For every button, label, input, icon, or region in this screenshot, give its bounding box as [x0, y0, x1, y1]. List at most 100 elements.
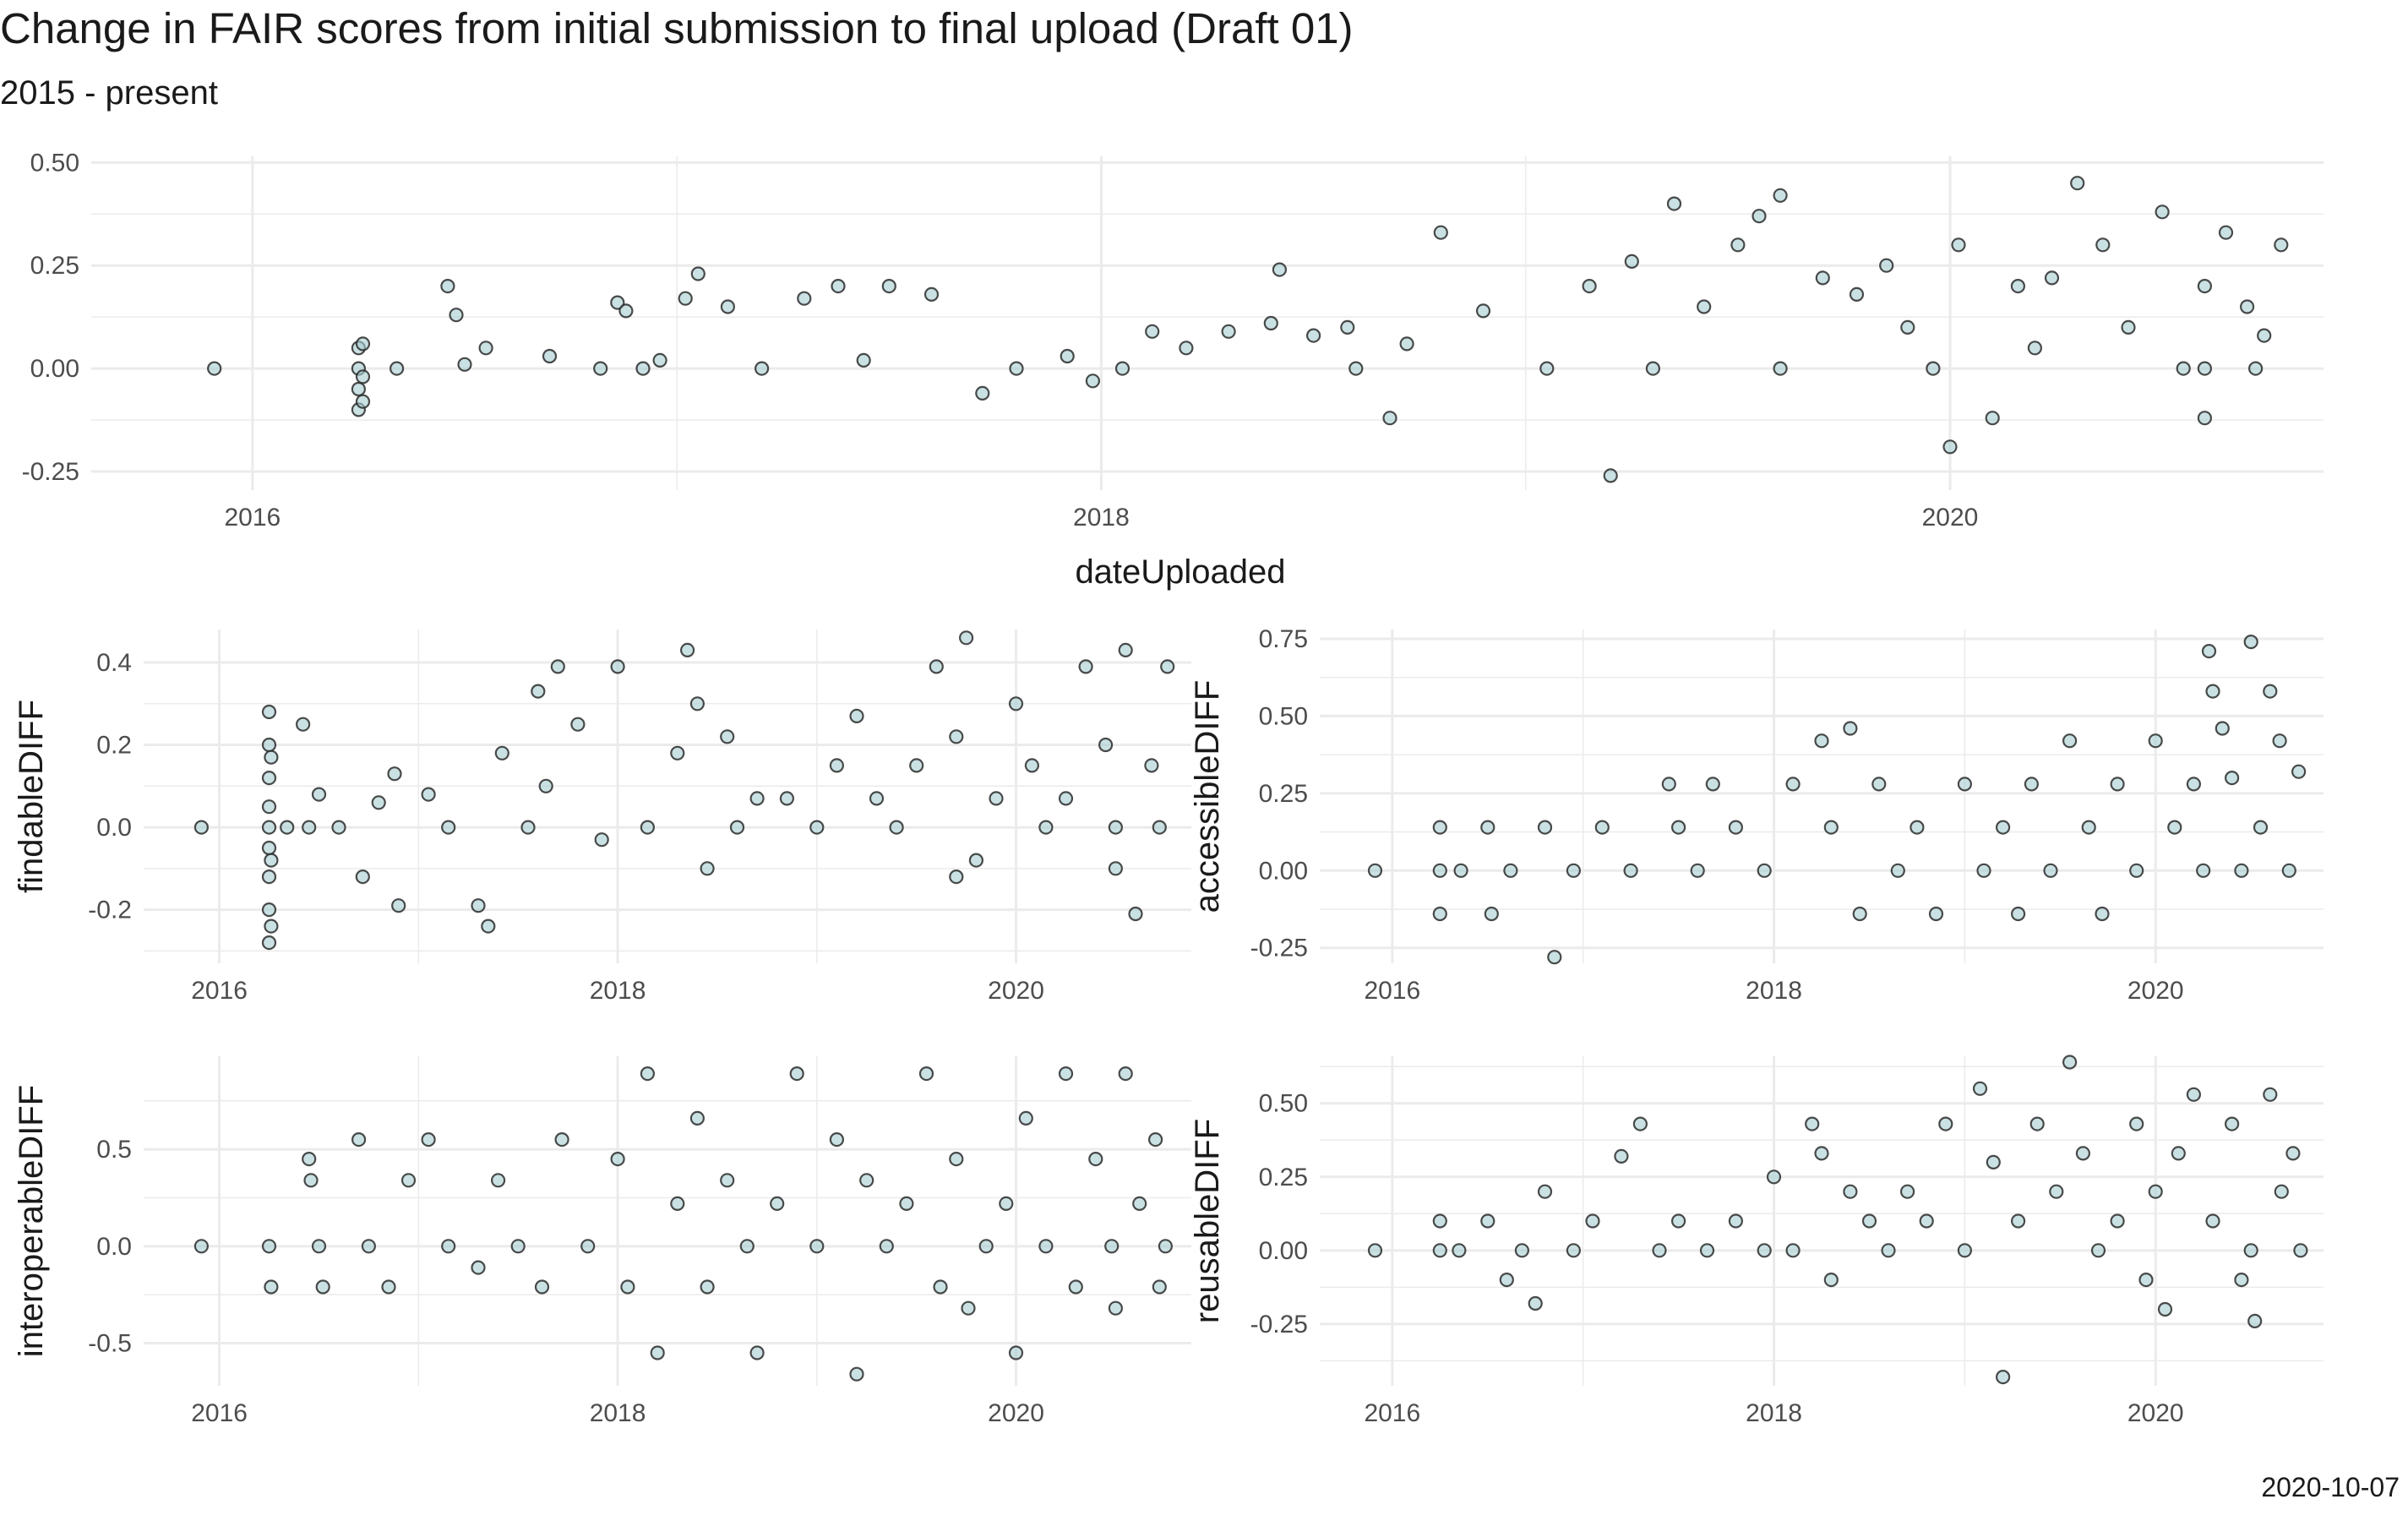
data-point [2148, 733, 2163, 749]
data-point [849, 1366, 864, 1382]
panel-accessibleDIFF: 2016 2018 2020 -0.25 0.00 0.25 0.50 0.75 accessi… [1189, 625, 2324, 1005]
x-tick-label: 2020 [988, 977, 1044, 1005]
data-point [311, 1239, 327, 1254]
data-point [2090, 1243, 2106, 1258]
data-point [1118, 642, 1133, 658]
data-point [1008, 1345, 1024, 1360]
chart-subtitle: 2015 - present [0, 74, 218, 112]
y-tick-label: -0.2 [88, 897, 132, 924]
data-point [351, 381, 366, 397]
data-point [856, 352, 871, 368]
y-tick-label: 0.75 [1259, 625, 1308, 653]
data-point [650, 1345, 665, 1360]
data-point [2272, 733, 2287, 749]
data-point [949, 1151, 964, 1167]
data-point [2029, 1116, 2045, 1131]
data-point [2248, 361, 2264, 376]
data-point [1024, 758, 1040, 773]
data-point [1058, 1066, 1074, 1082]
data-point [1399, 336, 1414, 352]
x-tick-label: 2018 [590, 1399, 646, 1427]
data-point [1972, 1081, 1988, 1096]
data-point [2240, 299, 2255, 314]
data-point [264, 1279, 279, 1295]
data-point [1108, 820, 1124, 835]
y-tick-label: 0.0 [96, 1233, 132, 1261]
y-tick-label: 0.25 [30, 252, 79, 280]
data-point [678, 291, 693, 306]
data-point [1272, 262, 1288, 277]
data-point [261, 840, 277, 856]
data-point [1910, 820, 1925, 835]
data-point [1632, 1116, 1648, 1131]
data-point [978, 1239, 994, 1254]
x-tick-label: 2018 [590, 977, 646, 1005]
data-point [949, 729, 964, 744]
data-point [2234, 1272, 2249, 1288]
data-point [1670, 820, 1686, 835]
data-point [1433, 225, 1448, 240]
data-point [421, 1131, 436, 1148]
data-point [387, 766, 402, 782]
data-point [635, 361, 651, 376]
data-point [2062, 733, 2078, 749]
data-point [538, 778, 553, 793]
data-point [1537, 820, 1553, 835]
data-point [754, 361, 770, 376]
panel-findableDIFF: 2016 2018 2020 -0.2 0.0 0.2 0.4 findableDIFF [13, 630, 1191, 1005]
data-point [441, 820, 456, 835]
data-point [261, 770, 277, 786]
data-point [580, 1239, 596, 1254]
data-point [1547, 950, 1562, 965]
data-point [618, 303, 634, 319]
data-point [1773, 188, 1788, 203]
data-point [1367, 1243, 1383, 1258]
data-point [390, 361, 405, 376]
data-point [670, 1196, 685, 1212]
data-point [2148, 1184, 2163, 1199]
data-point [2129, 1116, 2144, 1131]
points-overallDIFF [207, 176, 2289, 483]
data-point [481, 919, 496, 934]
x-tick-label: 2016 [191, 977, 248, 1005]
data-point [1861, 1213, 1877, 1229]
data-point [1985, 411, 2000, 426]
data-point [1773, 361, 1788, 376]
data-point [531, 684, 546, 699]
x-tick-label: 2016 [191, 1399, 248, 1427]
data-point [1582, 279, 1597, 294]
data-point [1147, 1131, 1163, 1148]
data-point [809, 1239, 825, 1254]
data-point [2138, 1272, 2154, 1288]
data-point [679, 642, 695, 658]
x-tick-label: 2020 [2127, 1399, 2184, 1427]
data-point [2197, 411, 2212, 426]
data-point [351, 1131, 367, 1148]
x-tick-label: 2020 [988, 1399, 1044, 1427]
points-accessibleDIFF [1367, 634, 2307, 965]
data-point [510, 1239, 526, 1254]
data-point [1221, 324, 1236, 339]
data-point [2157, 1301, 2173, 1317]
y-tick-label: 0.25 [1259, 1164, 1308, 1191]
data-point [1823, 820, 1839, 835]
y-tick-label: 0.50 [30, 149, 79, 177]
data-point [1432, 863, 1447, 878]
data-point [594, 832, 609, 848]
data-point [1085, 373, 1101, 389]
data-point [261, 1239, 277, 1254]
data-point [923, 286, 940, 302]
data-point [440, 279, 455, 294]
data-point [690, 266, 706, 281]
data-point [1432, 906, 1447, 922]
y-tick-label: 0.00 [1259, 1237, 1308, 1265]
data-point [261, 902, 277, 918]
data-point [770, 1196, 785, 1212]
data-point [949, 869, 964, 885]
data-point [542, 348, 558, 364]
data-point [1666, 196, 1682, 211]
data-point [1951, 237, 1966, 253]
data-point [1348, 361, 1364, 376]
data-point [1614, 1148, 1629, 1164]
data-point [355, 369, 371, 384]
